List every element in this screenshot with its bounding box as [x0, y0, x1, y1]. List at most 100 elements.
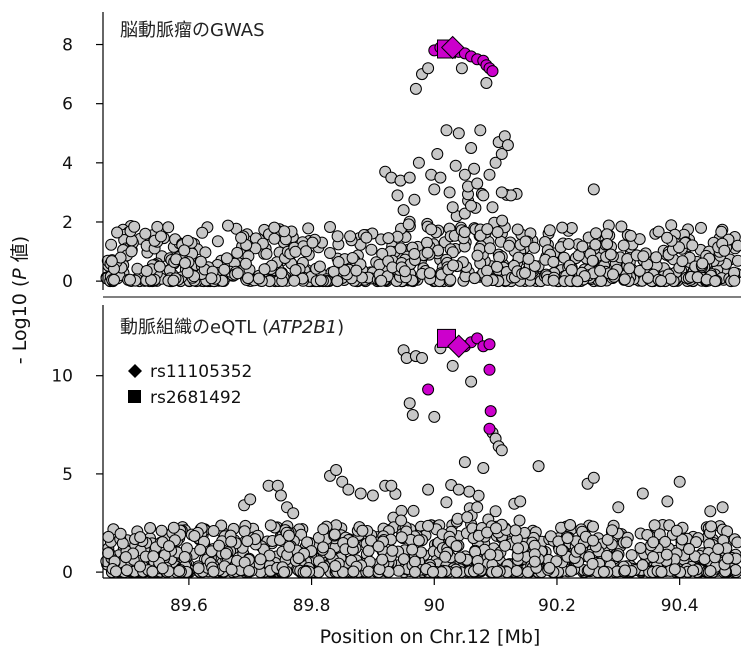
signal-point: [412, 156, 425, 169]
signal-point: [486, 201, 499, 214]
highlight-point: [483, 338, 496, 351]
background-point: [458, 226, 471, 239]
background-point: [586, 557, 599, 570]
background-point: [408, 555, 421, 568]
background-point: [375, 274, 388, 287]
background-point: [408, 248, 421, 260]
signal-point: [465, 375, 478, 388]
background-point: [421, 246, 434, 259]
background-point: [484, 242, 496, 255]
background-point: [111, 226, 124, 239]
background-point: [683, 543, 695, 555]
panel-gwas-title: 脳動脈瘤のGWAS: [120, 20, 265, 41]
background-point: [153, 260, 166, 273]
background-point: [329, 560, 342, 572]
background-point: [398, 265, 411, 278]
background-point: [128, 220, 141, 233]
background-point: [289, 245, 302, 258]
signal-point: [495, 186, 508, 199]
background-point: [139, 227, 152, 240]
legend-label-rs2681492: rs2681492: [150, 388, 242, 408]
panel-eqtl-y-ticks: 0 5 10: [51, 367, 103, 583]
background-point: [278, 566, 291, 579]
background-point: [712, 543, 725, 555]
background-point: [119, 551, 132, 564]
background-point: [218, 263, 231, 276]
signal-point: [422, 483, 435, 496]
signal-point: [354, 487, 367, 500]
background-point: [589, 238, 602, 251]
background-point: [655, 565, 668, 578]
background-point: [655, 274, 668, 287]
background-point: [421, 236, 433, 249]
background-point: [446, 246, 459, 259]
x-tick-label: 89.8: [293, 596, 331, 616]
panel-eqtl-title-prefix: 動脈組織のeQTL (: [120, 317, 269, 338]
background-point: [173, 565, 186, 577]
signal-point: [458, 456, 471, 469]
background-point: [625, 549, 638, 562]
background-point: [690, 536, 703, 549]
signal-point: [587, 471, 600, 484]
background-point: [331, 230, 344, 243]
background-point: [586, 254, 599, 267]
background-point: [299, 565, 312, 578]
background-point: [147, 550, 160, 563]
background-point: [402, 218, 415, 231]
y-tick-label: 8: [62, 36, 73, 56]
background-point: [412, 534, 425, 547]
background-point: [162, 221, 175, 234]
signal-point: [446, 359, 459, 372]
background-point: [156, 562, 169, 575]
background-point: [547, 255, 560, 268]
background-point: [268, 221, 281, 234]
background-point: [231, 246, 244, 259]
background-point: [372, 540, 385, 553]
background-point: [623, 262, 636, 275]
background-point: [491, 565, 503, 578]
background-point: [731, 536, 741, 549]
background-point: [125, 245, 138, 258]
y-tick-label: 2: [62, 213, 73, 233]
background-point: [317, 541, 330, 554]
background-point: [490, 522, 502, 535]
signal-point: [434, 171, 447, 184]
y-tick-label: 0: [62, 563, 73, 583]
background-point: [328, 528, 341, 541]
background-point: [362, 565, 375, 578]
highlight-point: [486, 65, 499, 78]
background-point: [670, 524, 683, 537]
background-point: [144, 522, 157, 534]
signal-point: [477, 462, 490, 474]
background-point: [344, 230, 357, 243]
signal-point: [716, 501, 729, 514]
background-point: [213, 539, 225, 552]
panel-gwas-points: [100, 35, 741, 288]
background-point: [647, 536, 660, 549]
background-point: [408, 193, 421, 206]
background-point: [347, 565, 360, 578]
background-point: [511, 223, 524, 236]
background-point: [587, 520, 599, 533]
signal-point: [416, 352, 428, 364]
panel-eqtl-title: 動脈組織のeQTL (ATP2B1): [120, 317, 344, 338]
background-point: [676, 533, 689, 546]
highlight-point: [483, 363, 496, 376]
background-point: [661, 231, 674, 244]
signal-point: [489, 505, 502, 518]
background-point: [499, 539, 511, 552]
background-point: [392, 564, 405, 577]
background-point: [698, 553, 711, 566]
background-point: [365, 243, 378, 256]
signal-point: [532, 460, 545, 473]
background-point: [194, 255, 207, 268]
background-point: [350, 264, 363, 277]
background-point: [406, 543, 419, 556]
background-point: [178, 551, 191, 563]
background-point: [519, 235, 532, 248]
background-point: [194, 543, 207, 556]
legend-square-marker: [128, 390, 141, 403]
background-point: [134, 560, 146, 573]
signal-point: [661, 495, 674, 508]
signal-point: [495, 148, 508, 160]
